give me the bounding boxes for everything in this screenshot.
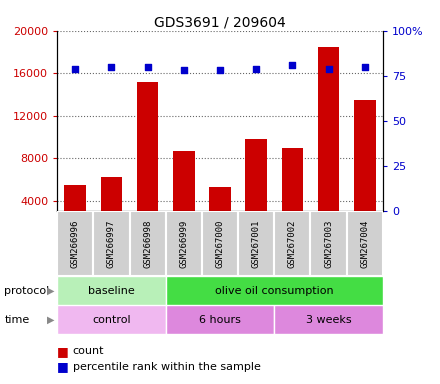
Bar <box>64 185 86 243</box>
Bar <box>354 100 376 243</box>
Bar <box>209 187 231 243</box>
Text: olive oil consumption: olive oil consumption <box>215 286 334 296</box>
Bar <box>137 82 158 243</box>
Bar <box>173 151 194 243</box>
Text: control: control <box>92 314 131 325</box>
Text: protocol: protocol <box>4 286 50 296</box>
Point <box>325 66 332 72</box>
Text: GSM266998: GSM266998 <box>143 220 152 268</box>
Point <box>289 62 296 68</box>
Text: ▶: ▶ <box>47 314 55 325</box>
Text: GSM267001: GSM267001 <box>252 220 260 268</box>
Bar <box>166 305 274 334</box>
Text: count: count <box>73 346 104 356</box>
Bar <box>101 177 122 243</box>
Point <box>144 64 151 70</box>
Text: 3 weeks: 3 weeks <box>306 314 352 325</box>
Text: GSM266996: GSM266996 <box>71 220 80 268</box>
Bar <box>274 305 383 334</box>
Text: ■: ■ <box>57 345 69 358</box>
Point <box>180 67 187 73</box>
Bar <box>93 211 129 276</box>
Text: GSM267002: GSM267002 <box>288 220 297 268</box>
Text: GSM266999: GSM266999 <box>180 220 188 268</box>
Text: ▶: ▶ <box>47 286 55 296</box>
Bar <box>202 211 238 276</box>
Bar <box>282 147 303 243</box>
Text: ■: ■ <box>57 360 69 373</box>
Bar <box>318 46 339 243</box>
Bar <box>166 276 383 305</box>
Bar <box>311 211 347 276</box>
Bar <box>246 139 267 243</box>
Bar <box>166 211 202 276</box>
Bar <box>57 211 93 276</box>
Text: 6 hours: 6 hours <box>199 314 241 325</box>
Text: baseline: baseline <box>88 286 135 296</box>
Text: percentile rank within the sample: percentile rank within the sample <box>73 362 260 372</box>
Text: time: time <box>4 314 29 325</box>
Bar <box>274 211 311 276</box>
Point <box>361 64 368 70</box>
Bar <box>57 305 166 334</box>
Point <box>253 66 260 72</box>
Bar <box>129 211 166 276</box>
Bar <box>57 276 166 305</box>
Text: GSM266997: GSM266997 <box>107 220 116 268</box>
Point <box>216 67 224 73</box>
Text: GSM267004: GSM267004 <box>360 220 369 268</box>
Point <box>72 66 79 72</box>
Bar <box>347 211 383 276</box>
Text: GSM267003: GSM267003 <box>324 220 333 268</box>
Bar <box>238 211 274 276</box>
Title: GDS3691 / 209604: GDS3691 / 209604 <box>154 16 286 30</box>
Point <box>108 64 115 70</box>
Text: GSM267000: GSM267000 <box>216 220 224 268</box>
